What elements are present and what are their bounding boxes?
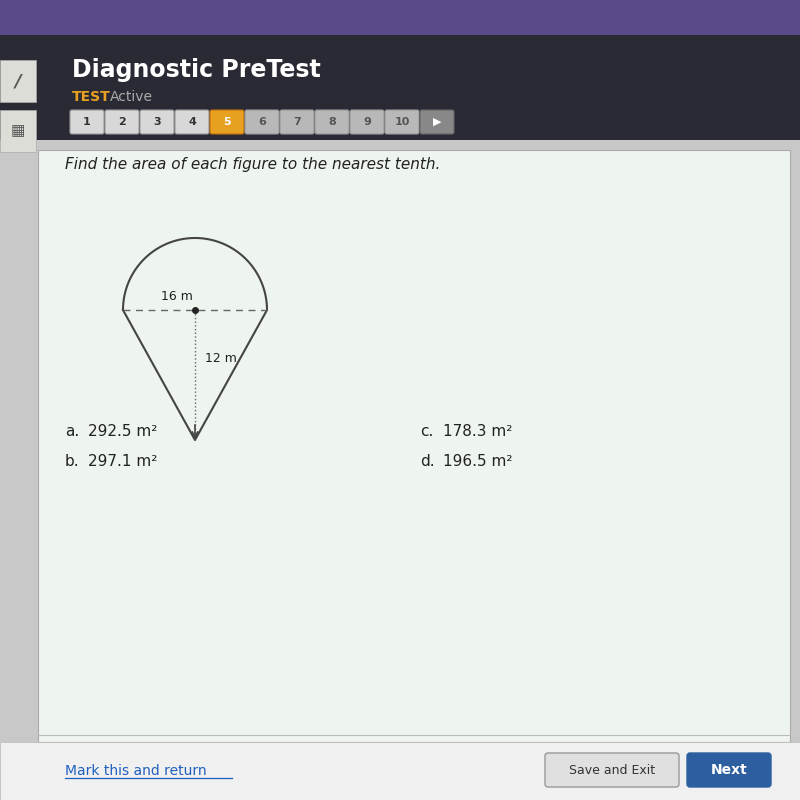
FancyBboxPatch shape: [545, 753, 679, 787]
Text: Next: Next: [710, 763, 747, 777]
Text: a.: a.: [65, 425, 79, 439]
Text: Find the area of each figure to the nearest tenth.: Find the area of each figure to the near…: [65, 158, 440, 173]
Text: 1: 1: [83, 117, 91, 127]
FancyBboxPatch shape: [70, 110, 104, 134]
Text: 196.5 m²: 196.5 m²: [443, 454, 513, 470]
FancyBboxPatch shape: [315, 110, 349, 134]
FancyBboxPatch shape: [420, 110, 454, 134]
FancyBboxPatch shape: [38, 150, 790, 742]
FancyBboxPatch shape: [0, 0, 800, 35]
Text: 178.3 m²: 178.3 m²: [443, 425, 512, 439]
FancyBboxPatch shape: [0, 60, 36, 102]
Text: c.: c.: [420, 425, 434, 439]
Text: 7: 7: [293, 117, 301, 127]
Text: 297.1 m²: 297.1 m²: [88, 454, 158, 470]
Text: 3: 3: [153, 117, 161, 127]
Text: 4: 4: [188, 117, 196, 127]
FancyBboxPatch shape: [210, 110, 244, 134]
Text: TEST: TEST: [72, 90, 110, 104]
Text: 12 m: 12 m: [205, 351, 237, 365]
FancyBboxPatch shape: [687, 753, 771, 787]
FancyBboxPatch shape: [0, 110, 36, 152]
Text: ▶: ▶: [433, 117, 442, 127]
FancyBboxPatch shape: [175, 110, 209, 134]
FancyBboxPatch shape: [105, 110, 139, 134]
Text: 5: 5: [223, 117, 231, 127]
Text: 16 m: 16 m: [161, 290, 193, 303]
Text: 9: 9: [363, 117, 371, 127]
Text: Mark this and return: Mark this and return: [65, 764, 206, 778]
Text: Save and Exit: Save and Exit: [569, 763, 655, 777]
Text: 2: 2: [118, 117, 126, 127]
FancyBboxPatch shape: [0, 35, 800, 140]
Text: Diagnostic PreTest: Diagnostic PreTest: [72, 58, 321, 82]
Text: d.: d.: [420, 454, 434, 470]
FancyBboxPatch shape: [350, 110, 384, 134]
Text: b.: b.: [65, 454, 80, 470]
Text: 292.5 m²: 292.5 m²: [88, 425, 158, 439]
FancyBboxPatch shape: [245, 110, 279, 134]
FancyBboxPatch shape: [140, 110, 174, 134]
Text: 6: 6: [258, 117, 266, 127]
Text: ▦: ▦: [11, 123, 25, 138]
FancyBboxPatch shape: [385, 110, 419, 134]
Text: 10: 10: [394, 117, 410, 127]
FancyBboxPatch shape: [0, 742, 800, 800]
FancyBboxPatch shape: [280, 110, 314, 134]
Text: 8: 8: [328, 117, 336, 127]
Text: /: /: [14, 72, 22, 90]
Text: Active: Active: [110, 90, 153, 104]
